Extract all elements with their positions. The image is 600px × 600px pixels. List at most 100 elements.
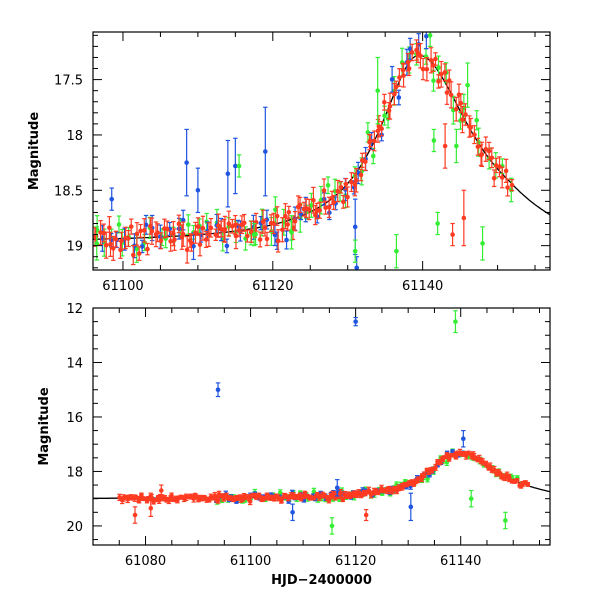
data-point xyxy=(213,228,219,241)
data-point xyxy=(128,218,134,235)
data-point xyxy=(311,186,316,214)
data-point xyxy=(325,176,331,195)
data-point xyxy=(186,214,191,235)
data-point xyxy=(353,493,359,499)
data-point xyxy=(375,56,380,125)
x-tick-label: 61080 xyxy=(125,554,166,569)
data-point xyxy=(379,120,384,137)
data-point xyxy=(203,230,209,249)
data-point xyxy=(465,62,470,108)
y-tick-label: 12 xyxy=(66,302,83,317)
data-point xyxy=(103,231,109,259)
data-point xyxy=(525,481,531,487)
data-point xyxy=(460,105,465,134)
data-point xyxy=(239,215,245,235)
data-point xyxy=(180,221,186,247)
axes-frame xyxy=(92,31,551,271)
x-tick-label: 61100 xyxy=(102,279,143,294)
data-point xyxy=(340,194,346,209)
data-point xyxy=(479,141,485,168)
data-point xyxy=(230,218,235,234)
data-point xyxy=(321,178,327,203)
x-axis-label: HJD−2400000 xyxy=(271,573,372,588)
series-red xyxy=(93,39,515,266)
data-point xyxy=(168,230,173,252)
data-point xyxy=(222,215,228,243)
data-point xyxy=(149,217,155,245)
data-point xyxy=(116,215,122,234)
data-point xyxy=(164,220,170,238)
data-point xyxy=(215,382,221,398)
data-point xyxy=(499,166,505,189)
data-point xyxy=(184,128,189,197)
plot-area xyxy=(93,310,550,535)
data-point xyxy=(397,68,402,87)
data-point xyxy=(271,212,276,235)
data-point xyxy=(338,180,344,194)
data-point xyxy=(407,37,413,61)
data-point xyxy=(453,310,458,334)
data-point xyxy=(138,223,143,238)
data-point xyxy=(130,244,136,266)
data-point xyxy=(503,511,508,530)
data-point xyxy=(193,221,198,244)
data-point xyxy=(236,223,242,238)
data-point xyxy=(436,74,441,89)
y-tick-label: 18 xyxy=(66,465,83,480)
data-point xyxy=(208,217,214,238)
data-point xyxy=(261,495,267,501)
data-point xyxy=(343,177,349,191)
data-point xyxy=(195,167,201,214)
data-point xyxy=(409,43,415,62)
data-point xyxy=(245,229,250,243)
data-point xyxy=(113,230,119,248)
y-tick-label: 18 xyxy=(66,129,83,144)
data-point xyxy=(438,60,444,88)
data-point xyxy=(376,115,382,138)
x-tick-label: 61140 xyxy=(402,279,443,294)
data-point xyxy=(382,93,387,111)
data-point xyxy=(94,226,100,261)
data-point xyxy=(387,92,393,120)
y-axis-label: Magnitude xyxy=(37,387,52,466)
x-tick-label: 61140 xyxy=(440,554,481,569)
data-point xyxy=(241,213,247,232)
data-point xyxy=(420,57,426,81)
bottom-panel: 61080 61100 61120 61140 12 14 16 18 20 Magnitude H… xyxy=(37,302,551,588)
data-point xyxy=(119,231,124,251)
data-point xyxy=(433,52,438,66)
data-point xyxy=(172,228,177,251)
data-point xyxy=(408,492,414,522)
data-point xyxy=(225,139,231,208)
data-point xyxy=(136,246,142,261)
top-panel: 61100 61120 61140 17.5 18 18.5 19 Magnitude xyxy=(27,31,551,294)
data-point xyxy=(401,63,406,88)
y-tick-label: 19 xyxy=(66,240,83,255)
data-point xyxy=(453,96,459,122)
x-tick-label: 61100 xyxy=(230,554,271,569)
data-point xyxy=(363,508,369,522)
data-point xyxy=(306,198,312,221)
data-point xyxy=(274,206,280,226)
data-point xyxy=(189,233,194,252)
data-point xyxy=(251,222,257,247)
data-point xyxy=(489,147,495,169)
data-point xyxy=(396,89,402,106)
data-point xyxy=(514,477,520,483)
data-point xyxy=(423,48,429,65)
data-point xyxy=(394,233,399,269)
data-point xyxy=(331,194,336,210)
data-point xyxy=(363,152,368,171)
data-point xyxy=(200,215,206,241)
data-point xyxy=(406,61,412,77)
data-point xyxy=(474,110,480,131)
x-tick-label: 61120 xyxy=(252,279,293,294)
data-point xyxy=(334,479,340,497)
data-point xyxy=(286,205,292,219)
data-point xyxy=(431,69,436,92)
data-point xyxy=(285,218,291,231)
data-point xyxy=(329,517,335,535)
data-point xyxy=(468,489,474,508)
data-point xyxy=(284,230,289,250)
